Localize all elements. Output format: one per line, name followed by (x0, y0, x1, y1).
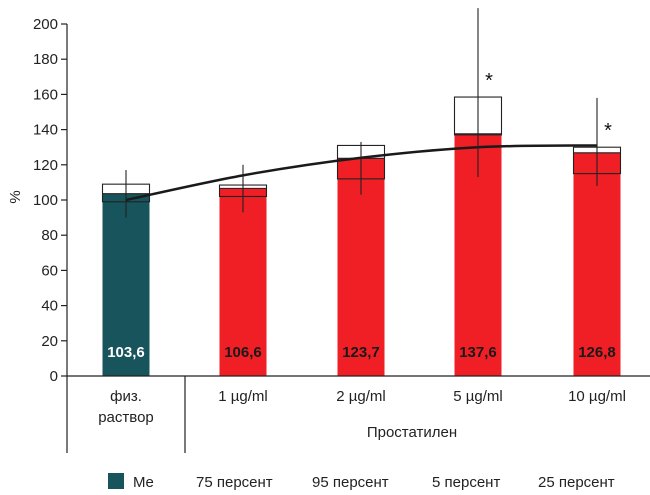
x-tick-label: раствор (98, 409, 154, 426)
x-tick-label: 1 µg/ml (218, 388, 268, 405)
legend-label: 5 персент (432, 474, 500, 491)
y-tick-label: 140 (33, 122, 58, 139)
value-label: 137,6 (459, 344, 497, 361)
legend-label: 75 персент (196, 474, 273, 491)
legend-swatch (108, 473, 124, 489)
y-tick-label: 100 (33, 192, 58, 209)
value-label: 123,7 (342, 344, 380, 361)
bars (102, 133, 621, 376)
bar (573, 152, 621, 376)
legend-label: Me (133, 474, 154, 491)
y-tick-label: 120 (33, 157, 58, 174)
y-axis: 0 20 40 60 80 100 120 140 160 180 200 (33, 16, 68, 385)
y-tick-label: 60 (41, 262, 58, 279)
group-label: Простатилен (367, 424, 457, 441)
y-tick-label: 20 (41, 333, 58, 350)
whiskers: ** (125, 8, 612, 218)
x-axis: физ. раствор 1 µg/ml 2 µg/ml 5 µg/ml 10 µg/ml (66, 375, 650, 453)
y-axis-label: % (7, 190, 24, 203)
legend: Me 75 персент 95 персент 5 персент 25 персен… (108, 473, 615, 491)
value-label: 106,6 (224, 344, 262, 361)
value-label: 126,8 (578, 344, 616, 361)
significance-marker: * (604, 120, 612, 142)
bar (219, 188, 267, 376)
value-label: 103,6 (107, 344, 145, 361)
legend-label: 95 персент (312, 474, 389, 491)
x-tick-label: 5 µg/ml (453, 388, 503, 405)
y-tick-label: 40 (41, 298, 58, 315)
value-labels: 103,6 106,6 123,7 137,6 126,8 (107, 344, 616, 361)
significance-marker: * (485, 70, 493, 92)
x-tick-label: 10 µg/ml (568, 388, 626, 405)
legend-label: 25 персент (538, 474, 615, 491)
x-tick-label: 2 µg/ml (336, 388, 386, 405)
y-tick-label: 0 (50, 368, 58, 385)
y-tick-label: 180 (33, 51, 58, 68)
y-tick-label: 200 (33, 16, 58, 33)
y-tick-label: 80 (41, 227, 58, 244)
y-tick-label: 160 (33, 86, 58, 103)
x-tick-label: физ. (110, 388, 142, 405)
bar (102, 193, 150, 376)
